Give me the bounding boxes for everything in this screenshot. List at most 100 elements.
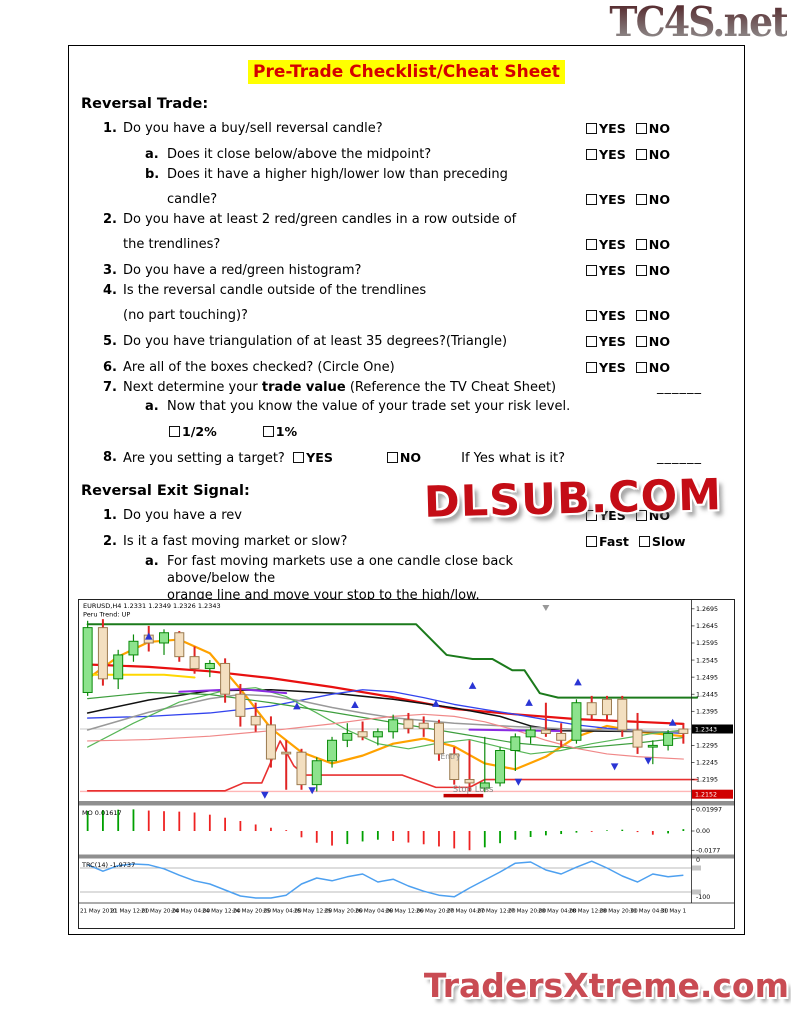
item-marker: a.: [145, 147, 159, 162]
item-marker: b.: [145, 167, 160, 182]
tradersxtreme-watermark: TradersXtreme.com: [423, 966, 789, 1005]
checkbox-icon: [635, 336, 647, 347]
checkbox-label: YES: [599, 263, 626, 278]
answer-area: [586, 282, 732, 299]
checkbox-option: NO: [386, 450, 422, 466]
checkbox-icon: [586, 265, 597, 276]
svg-text:25 May 12:00: 25 May 12:00: [294, 909, 333, 915]
checkbox-icon: [586, 536, 597, 547]
item-marker: 8.: [103, 450, 117, 465]
checkbox-option: YES: [586, 263, 626, 279]
text-segment: candle?: [167, 192, 218, 207]
text-segment: Do you have at least 2 red/green candles…: [123, 212, 517, 227]
answer-area: YES NO: [586, 333, 732, 351]
svg-text:21 May 20:00: 21 May 20:00: [141, 909, 180, 915]
dlsub-watermark: DLSUB.COM: [423, 470, 723, 528]
checkbox-icon: [638, 536, 650, 547]
svg-text:27 May 12:00: 27 May 12:00: [477, 909, 516, 915]
checkbox-icon: [635, 265, 647, 276]
checkbox-option: NO: [635, 360, 670, 376]
item-marker: 1.: [103, 508, 117, 523]
item-marker: a.: [145, 399, 159, 414]
checkbox-label: YES: [599, 192, 626, 207]
answer-area: YES NO: [586, 236, 732, 254]
text-segment: Now that you know the value of your trad…: [167, 399, 571, 414]
checkbox-option: NO: [635, 121, 671, 137]
text-segment: Do you have a buy/sell reversal candle?: [123, 121, 383, 136]
svg-text:1.2195: 1.2195: [696, 777, 718, 784]
checklist-row: 5. Do you have triangulation of at least …: [81, 333, 732, 351]
checklist-row: the trendlines? YES NO: [81, 236, 732, 254]
svg-text:1.2695: 1.2695: [696, 606, 718, 613]
question-text: Does it have a higher high/lower low tha…: [167, 166, 586, 183]
item-marker: 2.: [103, 534, 117, 549]
svg-text:24 May 12:00: 24 May 12:00: [202, 909, 241, 915]
checkbox-icon: [586, 123, 597, 134]
item-marker: 5.: [103, 334, 117, 349]
svg-text:-0.0177: -0.0177: [696, 847, 720, 854]
text-segment: Is the reversal candle outside of the tr…: [123, 283, 427, 298]
question-text: (no part touching)?: [123, 307, 586, 325]
answer-area: YES NO: [586, 262, 732, 280]
answer-area: [586, 398, 732, 415]
checkbox-label: NO: [648, 508, 671, 523]
checkbox-label: YES: [599, 508, 626, 523]
svg-text:21 May 2010: 21 May 2010: [80, 909, 117, 915]
checklist-row: 2. Is it a fast moving market or slow? Fas…: [81, 533, 732, 551]
answer-area: ______: [657, 450, 702, 465]
text-segment: Do you have triangulation of at least 35…: [123, 334, 508, 349]
checkbox-label: NO: [648, 147, 671, 162]
svg-text:1.2495: 1.2495: [696, 674, 718, 681]
answer-area: Fast Slow: [586, 533, 732, 551]
signal-arrows: [144, 632, 677, 799]
checkbox-label: NO: [399, 450, 422, 465]
checkbox-label: NO: [648, 121, 671, 136]
checkbox-icon: [635, 194, 647, 205]
question-text: 1/2% 1%: [169, 423, 586, 441]
checkbox-icon: [586, 510, 597, 521]
checkbox-label: YES: [599, 237, 626, 252]
checkbox-icon: [586, 362, 597, 373]
svg-text:24 May 20:00: 24 May 20:00: [233, 909, 272, 915]
svg-text:1.2343: 1.2343: [695, 726, 717, 733]
checkbox-option: YES: [293, 450, 333, 466]
item-marker: 3.: [103, 263, 117, 278]
checklist-row: 8. Are you setting a target? YES NO If Yes …: [81, 449, 732, 467]
answer-area: [586, 211, 732, 228]
svg-text:0.01997: 0.01997: [696, 806, 722, 813]
checkbox-option: YES: [586, 121, 626, 137]
section-heading-reversal-exit: Reversal Exit Signal:: [81, 483, 250, 499]
svg-text:1.2245: 1.2245: [696, 760, 718, 767]
checkbox-option: Slow: [638, 534, 686, 550]
checkbox-label: NO: [648, 334, 671, 349]
title-wrap: Pre-Trade Checklist/Cheat Sheet: [81, 60, 732, 84]
checkbox-label: YES: [599, 147, 626, 162]
checkbox-icon: [386, 452, 398, 463]
checklist-sheet: Pre-Trade Checklist/Cheat Sheet Reversal…: [68, 45, 745, 935]
question-text: candle?: [167, 191, 586, 209]
svg-text:1.2445: 1.2445: [696, 691, 718, 698]
question-text: For fast moving markets use a one candle…: [167, 553, 586, 587]
answer-area: [586, 166, 732, 183]
item-marker: 2.: [103, 212, 117, 227]
svg-text:24 May 04:00: 24 May 04:00: [172, 909, 211, 915]
checkbox-icon: [293, 452, 305, 463]
checkbox-option: YES: [586, 334, 626, 350]
checkbox-icon: [262, 426, 274, 437]
question-text: Do you have triangulation of at least 35…: [123, 333, 586, 351]
checklist-row: 1. Do you have a buy/sell reversal candle…: [81, 120, 732, 138]
svg-text:1.2645: 1.2645: [696, 623, 718, 630]
svg-text:EURUSD,H4 1.2331 1.2349 1.232: EURUSD,H4 1.2331 1.2349 1.2326 1.2343: [83, 602, 221, 610]
svg-text:25 May 20:00: 25 May 20:00: [324, 909, 363, 915]
price-chart: Entry Stop Loss EURUSD,H4 1.2331 1.2349 1.…: [78, 599, 735, 929]
checkbox-option: YES: [586, 360, 626, 376]
section-heading-reversal-trade: Reversal Trade:: [81, 96, 209, 112]
checkbox-icon: [635, 510, 647, 521]
text-segment: Does it have a higher high/lower low tha…: [167, 167, 508, 182]
svg-text:Entry: Entry: [440, 752, 461, 761]
chart-header: EURUSD,H4 1.2331 1.2349 1.2326 1.2343Per…: [83, 602, 221, 619]
checkbox-icon: [635, 362, 647, 373]
text-segment: Are you setting a target?: [123, 451, 294, 466]
